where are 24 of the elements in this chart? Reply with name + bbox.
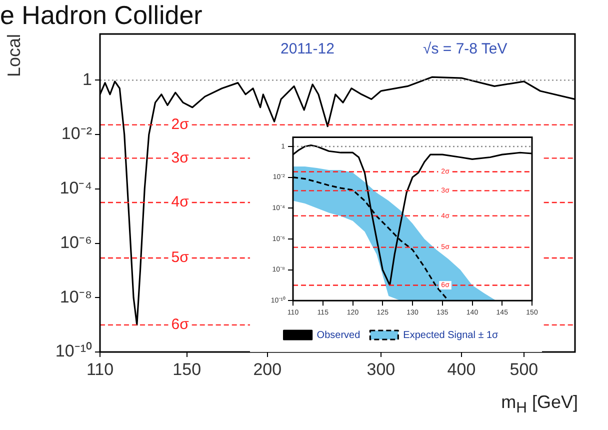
x-tick-label: 400	[447, 360, 476, 379]
annotation: 2011-12	[280, 40, 334, 58]
x-tick-label: 500	[510, 360, 538, 379]
y-tick-label: 10⁻⁴	[60, 178, 92, 198]
y-axis-title: Local	[4, 34, 24, 78]
y-tick-label: 10⁻²	[61, 124, 92, 144]
annotation: √s = 7-8 TeV	[423, 40, 508, 58]
x-tick-label: 110	[86, 360, 114, 379]
ref-line-label: 4σ	[171, 194, 190, 211]
y-tick-label: 10⁻¹⁰	[55, 342, 92, 361]
y-tick-label: 1	[82, 70, 92, 89]
ref-line-label: 5σ	[171, 249, 190, 266]
ref-line-label: 2σ	[171, 116, 190, 133]
ref-line-label: 3σ	[171, 149, 190, 166]
x-axis-title: m$_{H}$ [GeV]	[501, 392, 578, 417]
y-tick-label: 10⁻⁶	[60, 232, 92, 252]
legend-label: Observed	[316, 330, 360, 341]
ref-line-label: 6σ	[171, 316, 190, 334]
x-tick-label: 150	[172, 360, 202, 379]
y-tick-label: 10⁻⁸	[60, 287, 92, 306]
x-tick-label: 200	[253, 360, 282, 379]
legend-label: Expected Signal ± 1σ	[403, 330, 500, 341]
x-tick-label: 300	[366, 360, 396, 379]
chart-title: e Hadron Collider	[0, 0, 202, 30]
